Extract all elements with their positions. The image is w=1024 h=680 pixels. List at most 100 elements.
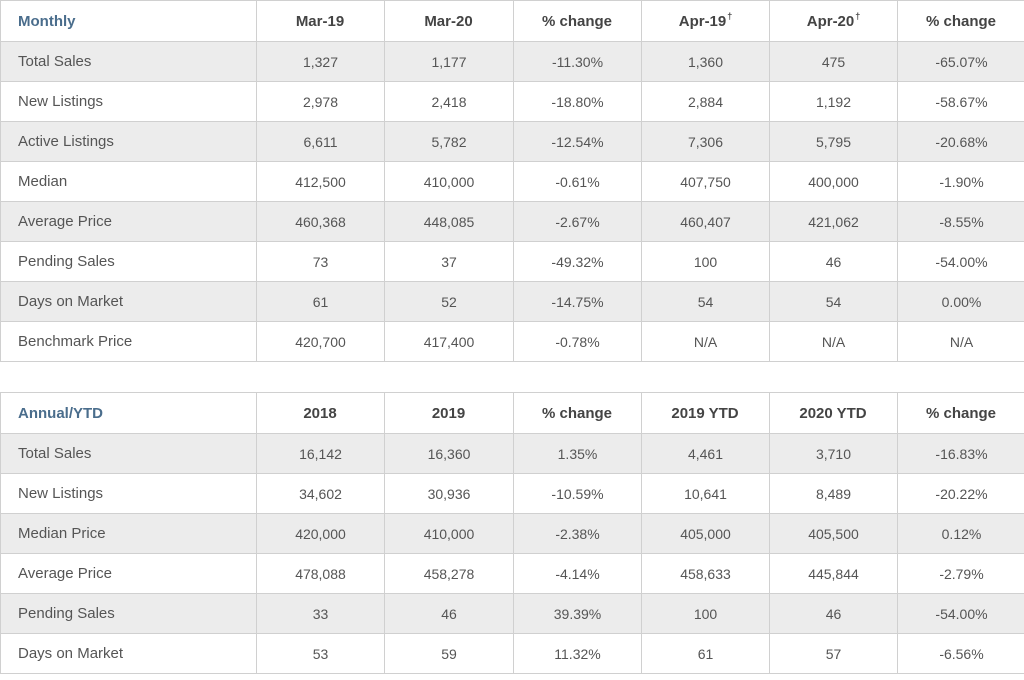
table-cell: 410,000	[384, 513, 514, 554]
table-cell: 458,278	[384, 553, 514, 594]
table-cell: -1.90%	[897, 161, 1024, 202]
column-header: Apr-19†	[641, 0, 770, 42]
row-label: New Listings	[0, 473, 257, 514]
table-row: Active Listings 6,611 5,782 -12.54% 7,30…	[0, 121, 1024, 162]
table-cell: -49.32%	[513, 241, 642, 282]
table-cell: 16,360	[384, 433, 514, 474]
table-cell: 2,978	[256, 81, 385, 122]
table-cell: 412,500	[256, 161, 385, 202]
table-cell: 1,360	[641, 41, 770, 82]
table-cell: 1.35%	[513, 433, 642, 474]
table-cell: 445,844	[769, 553, 898, 594]
table-cell: 407,750	[641, 161, 770, 202]
table-cell: 54	[641, 281, 770, 322]
table-cell: 448,085	[384, 201, 514, 242]
annual-ytd-stats-table: Annual/YTD 2018 2019 % change 2019 YTD 2…	[0, 392, 1024, 674]
row-label: Median	[0, 161, 257, 202]
table-cell: -2.79%	[897, 553, 1024, 594]
row-label: Pending Sales	[0, 593, 257, 634]
table-row: Days on Market 53 59 11.32% 61 57 -6.56%	[0, 633, 1024, 674]
table-cell: 59	[384, 633, 514, 674]
column-header: % change	[897, 0, 1024, 42]
table-cell: 475	[769, 41, 898, 82]
table-cell: -18.80%	[513, 81, 642, 122]
column-header: Mar-19	[256, 0, 385, 42]
column-header: Mar-20	[384, 0, 514, 42]
column-header-label: 2019 YTD	[671, 404, 739, 422]
monthly-header-row: Monthly Mar-19 Mar-20 % change Apr-19† A…	[0, 0, 1024, 42]
table-row: New Listings 2,978 2,418 -18.80% 2,884 1…	[0, 81, 1024, 122]
table-cell: 405,500	[769, 513, 898, 554]
table-cell: 16,142	[256, 433, 385, 474]
column-header-label: Apr-19	[678, 12, 727, 30]
table-cell: 460,407	[641, 201, 770, 242]
annual-header-row: Annual/YTD 2018 2019 % change 2019 YTD 2…	[0, 392, 1024, 434]
monthly-stats-table: Monthly Mar-19 Mar-20 % change Apr-19† A…	[0, 0, 1024, 362]
row-label: Days on Market	[0, 281, 257, 322]
column-header: Apr-20†	[769, 0, 898, 42]
table-row: Median Price 420,000 410,000 -2.38% 405,…	[0, 513, 1024, 554]
table-cell: 410,000	[384, 161, 514, 202]
row-label: Average Price	[0, 201, 257, 242]
table-cell: 420,000	[256, 513, 385, 554]
table-cell: 400,000	[769, 161, 898, 202]
table-cell: -2.38%	[513, 513, 642, 554]
column-header: % change	[897, 392, 1024, 434]
column-header-label: % change	[541, 12, 613, 30]
table-cell: 46	[384, 593, 514, 634]
table-cell: -2.67%	[513, 201, 642, 242]
table-row: Pending Sales 73 37 -49.32% 100 46 -54.0…	[0, 241, 1024, 282]
column-header: % change	[513, 392, 642, 434]
table-cell: 3,710	[769, 433, 898, 474]
column-header-label: 2018	[303, 404, 337, 422]
monthly-section-title: Monthly	[0, 0, 257, 42]
column-header-label: 2019	[431, 404, 466, 422]
table-cell: 61	[256, 281, 385, 322]
column-header: 2020 YTD	[769, 392, 898, 434]
table-cell: 417,400	[384, 321, 514, 362]
table-cell: 4,461	[641, 433, 770, 474]
table-cell: -20.68%	[897, 121, 1024, 162]
table-row: Average Price 478,088 458,278 -4.14% 458…	[0, 553, 1024, 594]
annual-section-title: Annual/YTD	[0, 392, 257, 434]
row-label: Average Price	[0, 553, 257, 594]
table-cell: 33	[256, 593, 385, 634]
column-header-label: % change	[925, 404, 997, 422]
table-cell: 46	[769, 593, 898, 634]
table-cell: -11.30%	[513, 41, 642, 82]
column-header: 2018	[256, 392, 385, 434]
table-cell: 5,795	[769, 121, 898, 162]
table-cell: 61	[641, 633, 770, 674]
table-cell: 2,884	[641, 81, 770, 122]
table-cell: -20.22%	[897, 473, 1024, 514]
table-cell: 52	[384, 281, 514, 322]
table-cell: -14.75%	[513, 281, 642, 322]
table-cell: N/A	[897, 321, 1024, 362]
table-cell: 458,633	[641, 553, 770, 594]
table-row: Total Sales 1,327 1,177 -11.30% 1,360 47…	[0, 41, 1024, 82]
table-cell: 57	[769, 633, 898, 674]
table-cell: 5,782	[384, 121, 514, 162]
column-header-label: Mar-19	[295, 12, 345, 30]
column-header-label: % change	[925, 12, 997, 30]
table-cell: N/A	[769, 321, 898, 362]
table-cell: 0.12%	[897, 513, 1024, 554]
table-cell: 37	[384, 241, 514, 282]
column-header-note: †	[727, 10, 733, 21]
table-row: Average Price 460,368 448,085 -2.67% 460…	[0, 201, 1024, 242]
table-cell: N/A	[641, 321, 770, 362]
table-cell: 53	[256, 633, 385, 674]
table-cell: 1,177	[384, 41, 514, 82]
table-cell: 46	[769, 241, 898, 282]
table-cell: 34,602	[256, 473, 385, 514]
table-row: Median 412,500 410,000 -0.61% 407,750 40…	[0, 161, 1024, 202]
row-label: Benchmark Price	[0, 321, 257, 362]
table-cell: 54	[769, 281, 898, 322]
table-cell: 478,088	[256, 553, 385, 594]
column-header-label: Apr-20	[806, 12, 855, 30]
table-cell: 10,641	[641, 473, 770, 514]
table-cell: 420,700	[256, 321, 385, 362]
table-row: New Listings 34,602 30,936 -10.59% 10,64…	[0, 473, 1024, 514]
table-cell: -12.54%	[513, 121, 642, 162]
table-cell: 7,306	[641, 121, 770, 162]
